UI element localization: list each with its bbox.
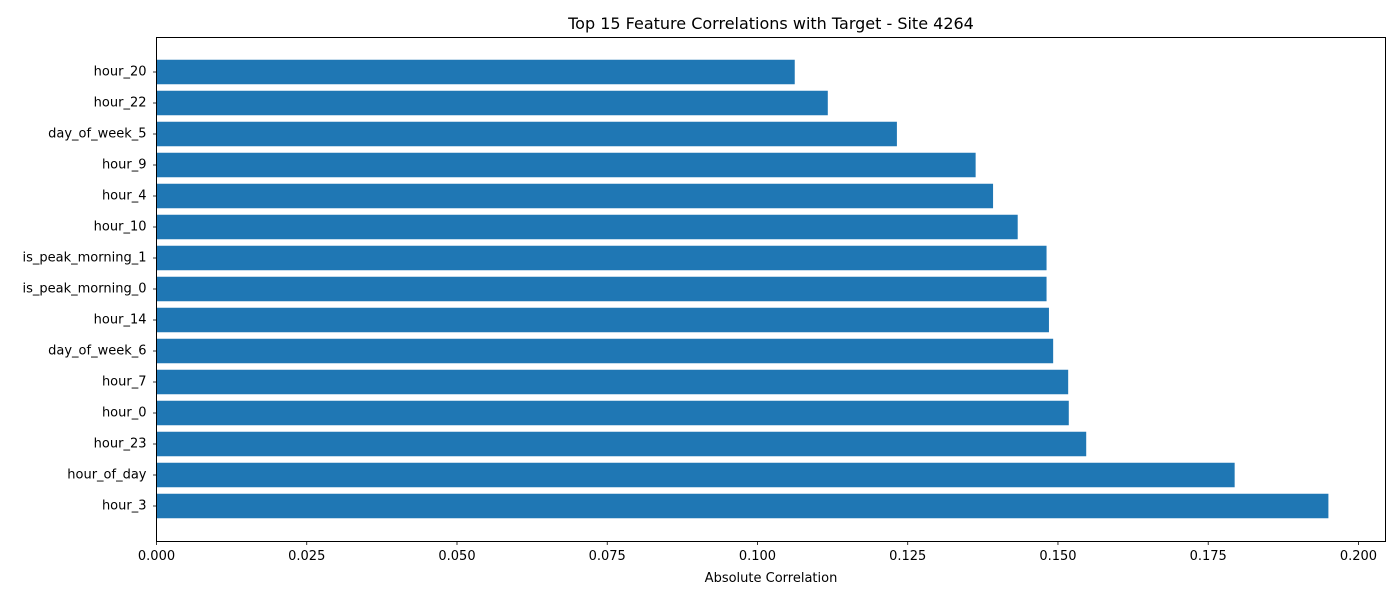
y-tick-label: hour_23	[94, 437, 147, 452]
y-tick-label: day_of_week_5	[48, 127, 146, 142]
x-tick-label: 0.075	[589, 549, 626, 564]
y-tick-label: hour_20	[94, 65, 147, 80]
x-tick-label: 0.175	[1190, 549, 1227, 564]
x-axis-label: Absolute Correlation	[705, 571, 838, 586]
y-tick-label: hour_4	[102, 189, 147, 204]
y-tick-label: hour_14	[94, 313, 147, 328]
x-tick-label: 0.100	[739, 549, 776, 564]
bar-hour_7	[156, 369, 1069, 395]
x-tick-label: 0.000	[138, 549, 175, 564]
x-tick-label: 0.200	[1340, 549, 1377, 564]
y-tick-label: hour_of_day	[67, 468, 147, 483]
bar-hour_3	[156, 493, 1329, 519]
bar-day_of_week_5	[156, 121, 897, 147]
y-axis: hour_20 hour_22 day_of_week_5 hour_9 hour_4h…	[23, 65, 157, 514]
bar-hour_9	[156, 152, 976, 178]
y-tick-label: hour_3	[102, 499, 147, 514]
plot-frame	[156, 37, 1386, 542]
y-tick-label: is_peak_morning_1	[23, 251, 147, 266]
y-tick-label: hour_10	[94, 220, 147, 235]
bar-hour_10	[156, 214, 1018, 240]
y-tick-label: hour_22	[94, 96, 147, 111]
bar-hour_of_day	[156, 462, 1235, 488]
y-tick-label: hour_0	[102, 406, 147, 421]
x-tick-label: 0.050	[438, 549, 475, 564]
x-tick-label: 0.125	[889, 549, 926, 564]
y-tick-label: hour_9	[102, 158, 147, 173]
chart-title: Top 15 Feature Correlations with Target …	[567, 14, 974, 33]
bar-hour_22	[156, 90, 828, 116]
bar-hour_14	[156, 307, 1049, 333]
bar-day_of_week_6	[156, 338, 1054, 364]
y-tick-label: hour_7	[102, 375, 147, 390]
y-tick-label: is_peak_morning_0	[23, 282, 147, 297]
bar-is_peak_morning_1	[156, 245, 1047, 271]
bars-layer	[156, 59, 1329, 519]
bar-hour_4	[156, 183, 994, 209]
bar-is_peak_morning_0	[156, 276, 1047, 302]
x-axis: 0.000 0.025 0.050 0.075 0.100 0.125 0.150 0.175…	[138, 541, 1377, 564]
bar-hour_23	[156, 431, 1087, 457]
bar-hour_20	[156, 59, 795, 85]
y-tick-label: day_of_week_6	[48, 344, 146, 359]
bar-hour_0	[156, 400, 1069, 426]
x-tick-label: 0.025	[288, 549, 325, 564]
x-tick-label: 0.150	[1039, 549, 1076, 564]
